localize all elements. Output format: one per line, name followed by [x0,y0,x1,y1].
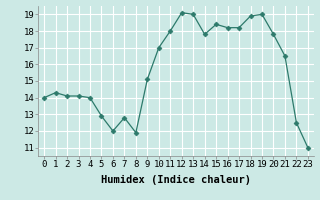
X-axis label: Humidex (Indice chaleur): Humidex (Indice chaleur) [101,175,251,185]
